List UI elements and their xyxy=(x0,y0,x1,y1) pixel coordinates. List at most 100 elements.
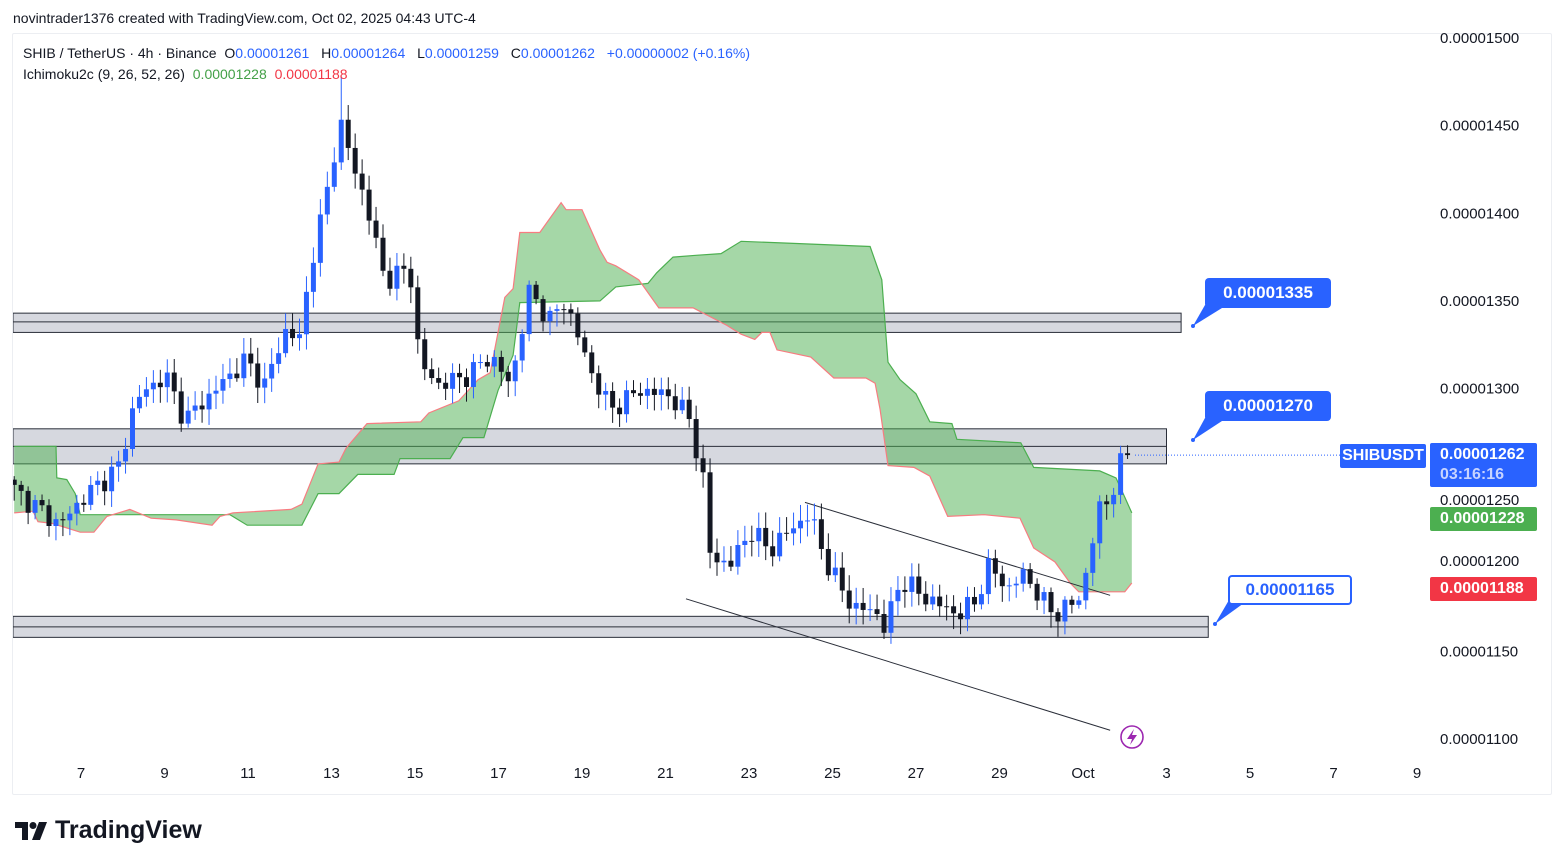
candle-body xyxy=(610,390,616,408)
candle-body xyxy=(881,614,887,633)
price-tick-label: 0.00001200 xyxy=(1440,553,1519,570)
time-tick-label: 3 xyxy=(1162,765,1170,782)
callout-anchor-dot xyxy=(1191,324,1195,328)
candle-body xyxy=(575,313,581,338)
time-tick-label: 13 xyxy=(323,765,340,782)
candle-body xyxy=(804,520,810,522)
candle xyxy=(686,386,692,428)
zone-band xyxy=(13,312,1182,333)
candle-body xyxy=(978,594,984,605)
candle xyxy=(192,391,198,420)
price-callout-1165[interactable]: 0.00001165 xyxy=(1228,575,1352,605)
candle-body xyxy=(707,472,713,553)
candle xyxy=(804,504,810,537)
time-axis[interactable]: 7 9 11 13 15 17 19 21 23 25 27 29 Oct 3 5 7 9 xyxy=(77,765,1421,782)
candle xyxy=(930,584,936,610)
candle xyxy=(853,587,859,625)
candle xyxy=(248,337,254,377)
symbol-label[interactable]: SHIB / TetherUS · 4h · Binance xyxy=(23,45,217,61)
candle xyxy=(67,506,73,536)
candle xyxy=(477,354,483,369)
price-tick-label: 0.00001500 xyxy=(1440,30,1519,47)
candle-body xyxy=(422,339,428,370)
candle-body xyxy=(561,309,567,311)
time-tick-label: 9 xyxy=(1413,765,1421,782)
candle xyxy=(136,385,142,413)
candle-body xyxy=(303,291,309,335)
support-resistance-zones xyxy=(13,312,1209,638)
candle-body xyxy=(547,310,553,322)
tradingview-logo[interactable]: TradingView xyxy=(15,816,202,845)
candle-body xyxy=(262,378,268,388)
trendline xyxy=(804,501,1111,596)
candle-body xyxy=(777,532,783,557)
candle xyxy=(262,362,268,404)
candle-body xyxy=(324,186,330,215)
candle-body xyxy=(784,532,790,534)
candle xyxy=(832,552,838,583)
candle-body xyxy=(387,270,393,289)
candle xyxy=(582,330,588,357)
candle-body xyxy=(206,393,212,410)
candle-body xyxy=(533,284,539,300)
candle xyxy=(888,587,894,644)
candle xyxy=(951,595,957,630)
candle xyxy=(95,471,101,496)
candle-body xyxy=(331,162,337,187)
candle-body xyxy=(192,405,198,411)
candle-body xyxy=(241,353,247,379)
candle xyxy=(81,494,87,512)
candle xyxy=(672,383,678,420)
candle-body xyxy=(1027,569,1033,584)
candle-body xyxy=(644,388,650,396)
candle xyxy=(561,303,567,325)
candle-body xyxy=(603,390,609,395)
candle xyxy=(985,549,991,605)
candle xyxy=(1020,562,1026,592)
current-price-box: 0.00001262 03:16:16 xyxy=(1430,443,1537,487)
price-callout-1335[interactable]: 0.00001335 xyxy=(1205,278,1331,308)
price-tick-label: 0.00001350 xyxy=(1440,293,1519,310)
candle xyxy=(707,458,713,569)
span-a-price-box: 0.00001228 xyxy=(1430,507,1537,531)
candle xyxy=(679,386,685,414)
candle-body xyxy=(136,396,142,409)
lightning-icon[interactable] xyxy=(1120,725,1144,749)
candle xyxy=(895,576,901,616)
price-axis[interactable]: 0.00001500 0.00001450 0.00001400 0.00001350… xyxy=(1440,30,1519,748)
candle-body xyxy=(255,363,261,388)
candle-body xyxy=(81,502,87,505)
candle-body xyxy=(763,527,769,547)
candle-body xyxy=(519,334,525,361)
price-callout-1270[interactable]: 0.00001270 xyxy=(1205,391,1331,421)
indicator-label[interactable]: Ichimoku2c (9, 26, 52, 26) xyxy=(23,66,185,82)
time-tick-label: 25 xyxy=(824,765,841,782)
candle-body xyxy=(512,360,518,382)
open-value: 0.00001261 xyxy=(235,45,310,61)
candle xyxy=(498,350,504,387)
candle-body xyxy=(930,596,936,605)
candle xyxy=(825,533,831,581)
candle-body xyxy=(1069,599,1075,605)
candle xyxy=(401,253,407,284)
candle-body xyxy=(95,480,101,485)
candle xyxy=(39,494,45,512)
candle-body xyxy=(582,337,588,353)
current-price-value: 0.00001262 xyxy=(1440,446,1525,463)
candle xyxy=(1013,576,1019,598)
candle-body xyxy=(248,353,254,364)
trendline xyxy=(685,598,1111,731)
candle-body xyxy=(902,589,908,592)
candle xyxy=(464,368,470,402)
candle xyxy=(123,437,129,474)
candle xyxy=(116,450,122,482)
candle xyxy=(839,552,845,603)
candle-body xyxy=(234,373,240,379)
candle-body xyxy=(742,540,748,545)
candle-body xyxy=(46,505,52,527)
candle xyxy=(867,594,873,622)
ichimoku-cloud xyxy=(14,201,1133,593)
price-tick-label: 0.00001150 xyxy=(1440,643,1518,660)
candle-body xyxy=(1055,612,1061,622)
